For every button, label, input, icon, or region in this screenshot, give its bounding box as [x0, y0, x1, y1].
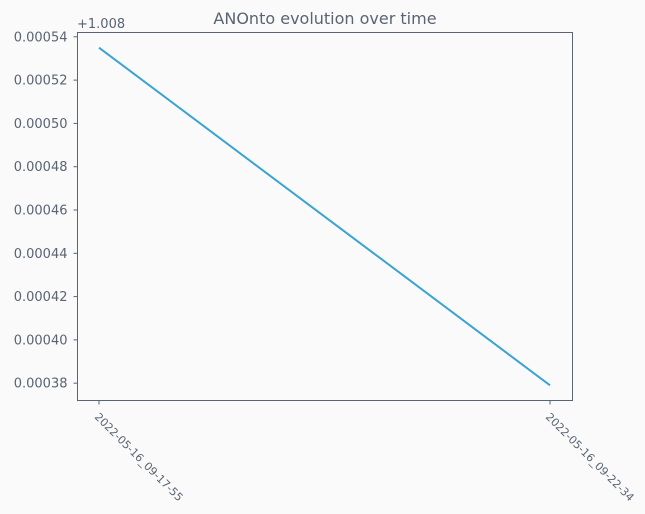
series-line: [98, 46, 551, 387]
series-layer: [98, 46, 551, 387]
y-tick-label: 0.00046: [14, 204, 68, 219]
y-tick-label: 0.00050: [14, 117, 68, 132]
y-axis-offset-label: +1.008: [77, 17, 125, 32]
chart-title: ANOnto evolution over time: [213, 9, 436, 28]
y-tick-label: 0.00040: [14, 333, 68, 348]
y-tick-label: 0.00054: [14, 30, 68, 45]
y-axis: 0.00038 0.00040 0.00042 0.00044 0.00046 0.000…: [14, 30, 78, 392]
x-tick-label: 2022-05-16_09-17-55: [92, 410, 186, 504]
y-tick-label: 0.00044: [14, 247, 68, 262]
y-tick-label: 0.00052: [14, 74, 68, 89]
y-tick-label: 0.00042: [14, 290, 68, 305]
x-axis: 2022-05-16_09-17-55 2022-05-16_09-22-34: [92, 400, 637, 504]
plot-frame: [77, 32, 573, 401]
x-tick-label: 2022-05-16_09-22-34: [543, 410, 637, 504]
y-tick-label: 0.00038: [14, 377, 68, 392]
y-tick-label: 0.00048: [14, 160, 68, 175]
